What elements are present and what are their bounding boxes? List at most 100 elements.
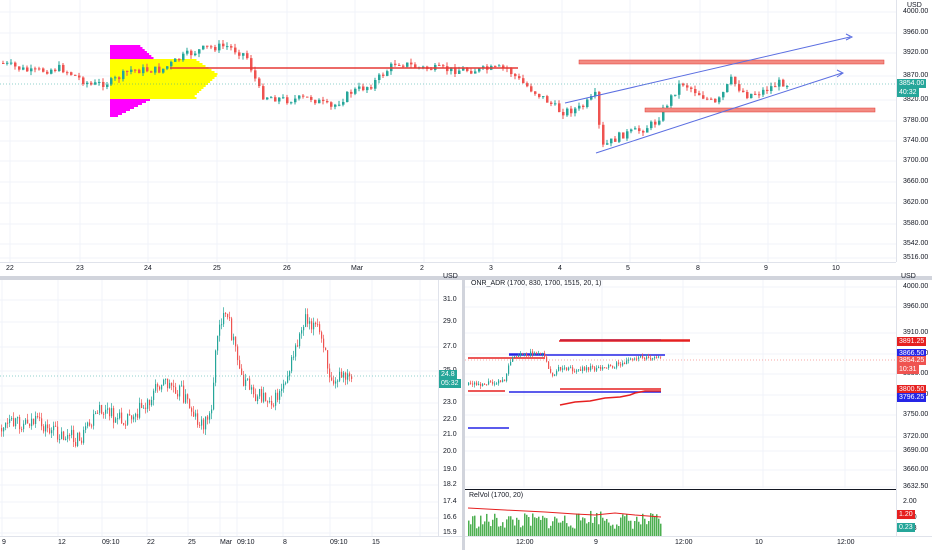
main-price-axis[interactable]: USD 4000.00 3960.00 3920.00 3870.00 3820.00 3…: [896, 0, 932, 262]
candle: [129, 414, 131, 416]
candle: [334, 104, 337, 107]
candle: [150, 71, 153, 73]
candle: [654, 121, 657, 125]
candle: [382, 74, 385, 76]
time-tick-label: 25: [213, 265, 221, 272]
relvol-bar: [656, 514, 658, 537]
candle: [592, 366, 594, 368]
main-chart-pane[interactable]: [0, 0, 896, 262]
candle: [33, 418, 35, 425]
candle: [111, 408, 113, 417]
price-tick-label: 3920.00: [903, 49, 929, 56]
onr-adr-indicator-legend[interactable]: ONR_ADR (1700, 830, 1700, 1515, 20, 1): [471, 280, 602, 287]
candle: [542, 96, 545, 98]
relvol-bar: [496, 517, 498, 537]
candle: [35, 415, 37, 425]
candle: [518, 355, 520, 357]
candle: [211, 409, 213, 414]
candle: [614, 138, 617, 142]
candle: [662, 107, 665, 121]
candle: [61, 431, 63, 440]
price-tick-label: 3516.00: [903, 254, 929, 261]
relvol-histogram[interactable]: [465, 490, 896, 537]
candle: [103, 413, 105, 415]
candle: [317, 324, 319, 326]
candle: [95, 412, 97, 414]
candle: [234, 47, 237, 53]
candle: [530, 351, 532, 356]
main-time-axis[interactable]: 22 23 24 25 26 Mar 2 3 4 5 8 9 10: [0, 262, 896, 277]
price-tick-label: 3910.00: [903, 329, 929, 336]
relvol-indicator-legend[interactable]: RelVol (1700, 20): [469, 492, 524, 499]
time-tick-label: 10: [832, 265, 840, 272]
candle: [472, 383, 474, 385]
candle: [17, 417, 19, 419]
candle: [114, 77, 117, 79]
candle: [273, 405, 275, 407]
volume-profile-bar: [110, 45, 141, 47]
intraday-price-axis[interactable]: USD 4000.003960.003910.003870.003830.003…: [896, 273, 932, 536]
candle: [670, 95, 673, 106]
candle: [239, 360, 241, 369]
relvol-bar: [500, 525, 502, 537]
intraday-price-chart[interactable]: [465, 280, 896, 488]
candle: [612, 365, 614, 368]
candle: [333, 380, 335, 384]
candle: [258, 78, 261, 87]
candle: [454, 67, 457, 74]
candle: [135, 413, 137, 417]
candle: [305, 314, 307, 327]
volume-profile-bar: [110, 63, 203, 65]
candle: [510, 361, 512, 366]
candle: [87, 422, 89, 427]
relvol-bar: [562, 520, 564, 537]
candle: [558, 103, 561, 113]
relvol-bar: [568, 526, 570, 537]
candle: [7, 422, 9, 424]
relvol-bar: [548, 528, 550, 537]
intraday-time-axis[interactable]: 12:00 9 12:00 10 12:00: [465, 536, 932, 551]
candle: [286, 97, 289, 104]
pane-splitter-vertical[interactable]: [462, 280, 465, 550]
candle: [678, 83, 681, 95]
candle: [386, 71, 389, 76]
candle: [73, 429, 75, 442]
price-tick-label: 3740.00: [903, 137, 929, 144]
intraday-chart-pane[interactable]: ONR_ADR (1700, 830, 1700, 1515, 20, 1): [465, 280, 896, 488]
candle: [606, 367, 608, 369]
candle: [190, 50, 193, 56]
candle: [682, 83, 685, 86]
candle: [1, 428, 3, 432]
candle: [158, 66, 161, 73]
candle: [34, 68, 37, 70]
candle: [470, 382, 472, 384]
candle: [174, 58, 177, 62]
secondary-time-axis[interactable]: 9 12 09:10 22 25 Mar 09:10 8 09:10 15: [0, 536, 462, 551]
relvol-indicator-pane[interactable]: RelVol (1700, 20): [465, 489, 896, 537]
secondary-price-chart[interactable]: [0, 280, 438, 536]
candle: [544, 352, 546, 357]
relvol-bar: [628, 520, 630, 537]
candle: [97, 412, 99, 414]
candle: [638, 357, 640, 359]
candle: [29, 423, 31, 427]
candle: [702, 95, 705, 99]
pane-splitter-horizontal[interactable]: [0, 276, 932, 280]
candle: [634, 358, 636, 360]
candle: [245, 379, 247, 386]
candle: [185, 394, 187, 403]
candle: [238, 52, 241, 56]
candle: [105, 409, 107, 414]
secondary-price-axis[interactable]: USD 31.029.027.025.024.023.022.021.020.0…: [438, 273, 463, 536]
time-tick-label: 25: [188, 539, 196, 546]
main-price-chart[interactable]: [0, 0, 896, 262]
time-tick-label: Mar: [351, 265, 364, 272]
candle: [327, 350, 329, 369]
candle: [18, 66, 21, 70]
relvol-bar: [544, 517, 546, 537]
candle: [674, 94, 677, 96]
candle: [586, 367, 588, 371]
level-price-tag: 3866.50: [897, 349, 927, 358]
secondary-chart-pane[interactable]: [0, 280, 438, 536]
candle: [247, 378, 249, 380]
